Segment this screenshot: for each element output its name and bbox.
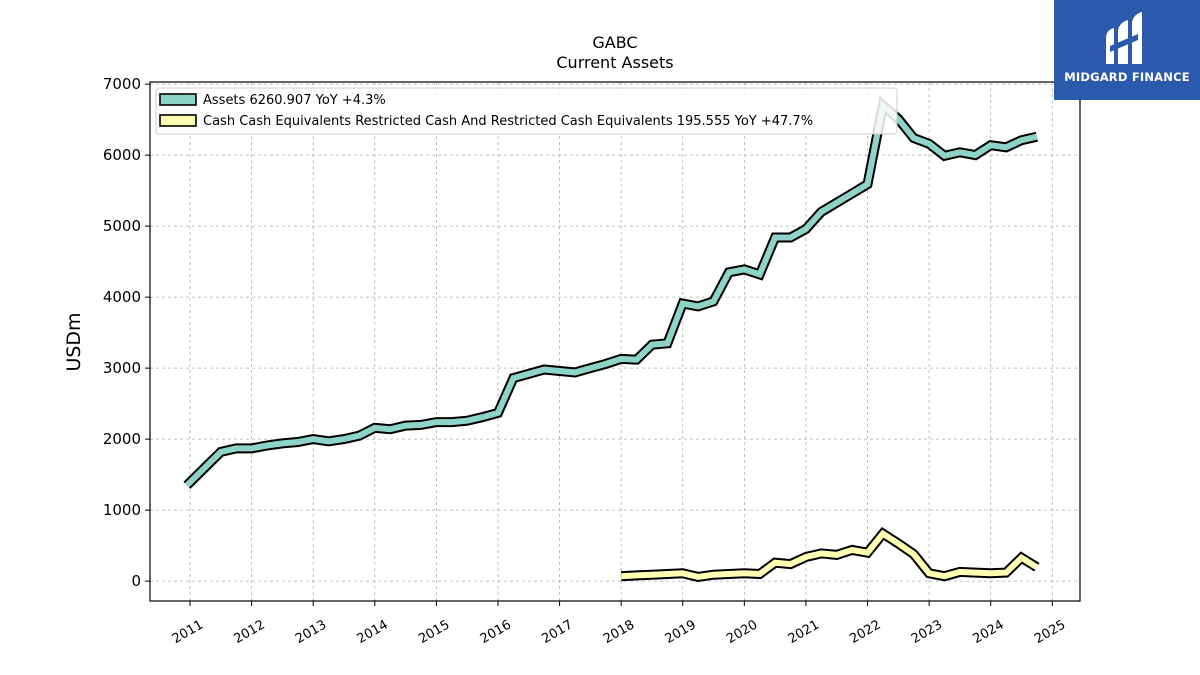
legend-label-cash: Cash Cash Equivalents Restricted Cash An… (203, 114, 813, 129)
logo-text: MIDGARD FINANCE (1064, 70, 1190, 84)
x-tick-label: 2014 (355, 617, 391, 647)
logo-mark-icon (1106, 12, 1142, 64)
x-tick-label: 2025 (1032, 617, 1068, 647)
x-tick-label: 2019 (663, 617, 699, 647)
series-outline-0 (183, 95, 1039, 489)
series-layer (183, 95, 1040, 582)
y-axis-label: USDm (63, 312, 85, 371)
x-tick-label: 2011 (170, 617, 206, 647)
x-tick-label: 2023 (909, 617, 945, 647)
y-tick-label: 0 (131, 572, 141, 590)
x-tick-label: 2017 (539, 617, 575, 647)
x-tick-label: 2020 (724, 617, 760, 647)
legend-label-assets: Assets 6260.907 YoY +4.3% (203, 93, 386, 108)
series-line-0 (184, 99, 1038, 488)
plot-frame (149, 81, 1081, 602)
grid (150, 82, 1080, 601)
x-tick-label: 2013 (293, 617, 329, 647)
y-tick-label: 4000 (103, 288, 141, 306)
y-tick-label: 7000 (103, 75, 141, 93)
x-tick-label: 2015 (416, 617, 452, 647)
x-tick-label: 2016 (478, 617, 514, 647)
chart-title: GABC (592, 33, 637, 52)
y-tick-label: 1000 (103, 501, 141, 519)
x-tick-label: 2021 (786, 617, 822, 647)
x-tick-label: 2018 (601, 617, 637, 647)
legend-swatch-assets (159, 93, 197, 106)
legend-box (155, 87, 898, 135)
x-tick-label: 2024 (971, 617, 1007, 647)
y-tick-label: 3000 (103, 359, 141, 377)
y-tick-label: 5000 (103, 217, 141, 235)
x-axis: 2011 2012 2013 2014 2015 2016 2017 2018 2019 2020… (170, 601, 1068, 647)
legend: Assets 6260.907 YoY +4.3% Cash Cash Equi… (155, 87, 898, 135)
chart-subtitle: Current Assets (556, 53, 673, 72)
y-axis: 0 1000 2000 3000 4000 5000 6000 7000 (103, 75, 150, 590)
x-tick-label: 2022 (847, 617, 883, 647)
x-tick-label: 2012 (231, 617, 267, 647)
legend-swatch-cash (159, 114, 197, 127)
series-line-1 (621, 529, 1039, 580)
y-tick-label: 6000 (103, 146, 141, 164)
brand-logo: MIDGARD FINANCE (1054, 0, 1200, 100)
y-tick-label: 2000 (103, 430, 141, 448)
